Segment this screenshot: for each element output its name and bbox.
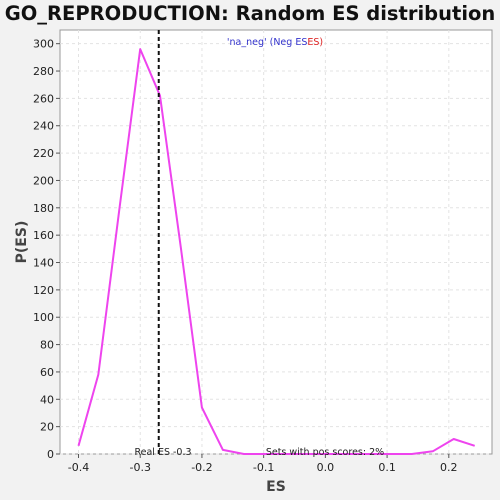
x-tick-label: 0.2 [440, 461, 458, 474]
y-tick-label: 300 [33, 38, 54, 51]
x-tick-label: 0.0 [317, 461, 335, 474]
x-tick-label: 0.1 [378, 461, 396, 474]
y-tick-label: 280 [33, 65, 54, 78]
y-tick-label: 180 [33, 202, 54, 215]
y-tick-label: 100 [33, 311, 54, 324]
y-tick-label: 240 [33, 120, 54, 133]
x-tick-label: -0.3 [129, 461, 150, 474]
x-tick-label: -0.2 [191, 461, 212, 474]
y-tick-label: 220 [33, 147, 54, 160]
y-tick-label: 0 [47, 448, 54, 461]
x-tick-label: -0.1 [253, 461, 274, 474]
y-tick-label: 140 [33, 257, 54, 270]
legend-part1: 'na_neg' (Neg ES [227, 37, 307, 48]
legend: 'na_neg' (Neg ESES) [227, 37, 323, 48]
legend-part2: ES) [307, 37, 323, 48]
x-tick-label: -0.4 [68, 461, 89, 474]
y-tick-label: 120 [33, 284, 54, 297]
x-axis-title: ES [266, 479, 286, 495]
y-tick-label: 60 [40, 366, 54, 379]
y-tick-label: 40 [40, 393, 54, 406]
y-tick-label: 20 [40, 421, 54, 434]
real-es-label: Real ES -0.3 [134, 447, 191, 458]
y-tick-label: 200 [33, 174, 54, 187]
y-axis-title: P(ES) [14, 221, 30, 264]
pos-scores-annotation: Sets with pos scores: 2% [266, 447, 384, 458]
plot-area [60, 30, 492, 454]
y-tick-label: 160 [33, 229, 54, 242]
y-tick-label: 80 [40, 339, 54, 352]
y-tick-label: 260 [33, 92, 54, 105]
